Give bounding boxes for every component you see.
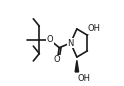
Text: O: O xyxy=(54,55,61,64)
Text: O: O xyxy=(47,35,53,44)
Text: OH: OH xyxy=(77,74,90,84)
Text: OH: OH xyxy=(87,24,100,33)
Polygon shape xyxy=(75,60,79,72)
Text: N: N xyxy=(67,39,74,47)
